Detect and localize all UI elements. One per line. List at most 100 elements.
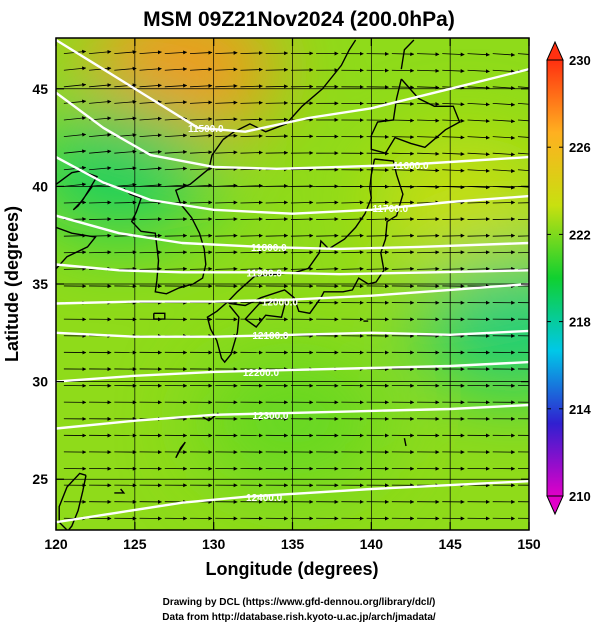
colorbar-tick-label: 214 — [569, 402, 591, 417]
temperature-blob — [56, 96, 215, 237]
wind-arrow — [189, 133, 213, 138]
wind-arrow — [492, 266, 516, 271]
wind-arrow — [417, 135, 440, 140]
wind-arrow — [89, 83, 112, 88]
wind-arrow — [215, 100, 238, 105]
wind-arrow — [366, 266, 389, 271]
wind-arrow — [366, 233, 389, 238]
wind-arrow — [63, 82, 87, 88]
x-tick-label: 130 — [202, 536, 226, 552]
wind-arrow — [467, 250, 490, 255]
wind-arrow — [63, 266, 87, 271]
wind-arrow — [215, 166, 238, 171]
wind-arrow — [63, 66, 87, 71]
wind-arrow — [89, 132, 112, 137]
wind-arrow — [442, 266, 465, 271]
wind-arrow — [139, 166, 162, 171]
wind-arrow — [442, 217, 465, 222]
colorbar-bottom-arrow — [546, 495, 564, 516]
wind-arrow — [240, 67, 263, 72]
wind-arrow — [417, 85, 440, 90]
wind-arrow — [316, 217, 339, 222]
wind-arrow — [164, 217, 188, 222]
wind-arrow — [114, 83, 137, 88]
wind-arrow — [391, 233, 415, 238]
coastline — [56, 170, 99, 211]
wind-arrow — [240, 84, 263, 89]
contour-line — [56, 282, 529, 305]
y-tick-label: 25 — [32, 471, 48, 487]
wind-arrow — [89, 149, 112, 154]
contour-label: 11800.0 — [251, 243, 287, 254]
contour-label: 11900.0 — [246, 268, 282, 279]
wind-arrow — [290, 217, 314, 222]
wind-arrow — [366, 217, 389, 222]
wind-arrow — [467, 135, 490, 140]
wind-arrow — [164, 233, 188, 238]
wind-arrow — [189, 67, 213, 72]
wind-arrow — [114, 50, 137, 55]
wind-arrow — [215, 84, 238, 89]
coastline — [58, 472, 87, 530]
wind-arrow — [467, 69, 490, 74]
coastline — [175, 441, 186, 459]
wind-arrow — [467, 217, 490, 222]
coastline — [244, 298, 287, 328]
wind-arrow — [492, 102, 516, 107]
wind-arrow — [89, 250, 112, 255]
wind-arrow — [467, 152, 490, 157]
coastline — [153, 312, 166, 320]
wind-arrow — [189, 100, 213, 105]
wind-arrow — [366, 250, 389, 255]
wind-arrow — [240, 217, 263, 222]
footer-drawing-credit: Drawing by DCL (https://www.gfd-dennou.o… — [163, 597, 436, 608]
coastline — [114, 488, 126, 494]
wind-arrow — [442, 168, 465, 173]
wind-arrow — [417, 168, 440, 173]
wind-arrow — [265, 134, 289, 139]
wind-arrow — [215, 117, 238, 122]
wind-arrow — [290, 266, 314, 271]
wind-arrow — [467, 85, 490, 90]
contour-line — [56, 403, 529, 430]
wind-arrow — [190, 217, 213, 222]
wind-arrow — [265, 67, 289, 72]
wind-arrow — [63, 116, 87, 121]
colorbar-ticks: 210 214 218 222 226 230 — [547, 53, 591, 504]
wind-arrow — [492, 250, 516, 255]
wind-arrow — [467, 102, 490, 107]
wind-arrow — [341, 233, 364, 238]
wind-arrow — [190, 266, 213, 271]
wind-arrow — [89, 217, 112, 222]
wind-arrow — [215, 233, 238, 238]
wind-arrow — [164, 50, 188, 55]
contour-line — [56, 38, 529, 133]
wind-arrow — [290, 233, 314, 238]
wind-arrow — [189, 150, 213, 155]
wind-arrow — [139, 133, 162, 138]
wind-arrow — [240, 100, 263, 105]
wind-arrow — [215, 50, 238, 55]
y-axis-label: Latitude (degrees) — [2, 206, 22, 362]
wind-arrow — [442, 233, 465, 238]
wind-arrow — [467, 168, 490, 173]
wind-arrow — [114, 166, 137, 171]
wind-arrow — [290, 200, 314, 205]
wind-arrow — [341, 217, 364, 222]
wind-arrow — [417, 118, 440, 123]
wind-arrow — [139, 200, 162, 205]
wind-arrow — [89, 66, 112, 71]
wind-arrow — [492, 52, 516, 57]
wind-arrow — [417, 52, 440, 57]
wind-arrow — [391, 135, 415, 140]
contour-line — [56, 360, 529, 383]
wind-arrow — [467, 119, 490, 124]
wind-arrow — [189, 117, 213, 122]
coastline — [123, 139, 224, 295]
contour-label: 12300.0 — [252, 411, 289, 422]
contour-line — [56, 91, 529, 170]
wind-arrow — [467, 266, 490, 271]
wind-arrow — [164, 150, 188, 155]
